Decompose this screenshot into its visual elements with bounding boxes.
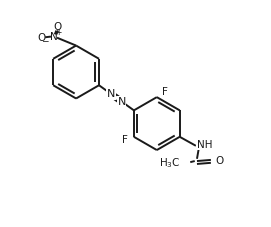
Text: H$_3$C: H$_3$C [159, 156, 180, 170]
Text: O: O [215, 156, 223, 166]
Text: N: N [118, 96, 126, 106]
Text: F: F [122, 135, 128, 145]
Text: +: + [55, 28, 62, 37]
Text: −: − [41, 37, 49, 46]
Text: O: O [37, 33, 46, 43]
Text: NH: NH [197, 140, 212, 150]
Text: F: F [162, 87, 168, 97]
Text: O: O [53, 22, 61, 32]
Text: N: N [50, 32, 57, 42]
Text: N: N [107, 89, 115, 99]
